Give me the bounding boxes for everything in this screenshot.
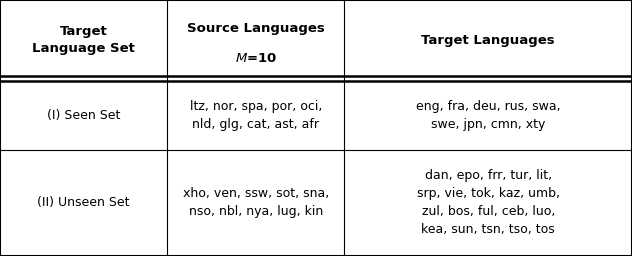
Text: (I) Seen Set: (I) Seen Set: [47, 109, 121, 122]
Text: eng, fra, deu, rus, swa,
swe, jpn, cmn, xty: eng, fra, deu, rus, swa, swe, jpn, cmn, …: [416, 100, 561, 131]
Text: dan, epo, frr, tur, lit,
srp, vie, tok, kaz, umb,
zul, bos, ful, ceb, luo,
kea, : dan, epo, frr, tur, lit, srp, vie, tok, …: [416, 169, 560, 236]
Text: xho, ven, ssw, sot, sna,
nso, nbl, nya, lug, kin: xho, ven, ssw, sot, sna, nso, nbl, nya, …: [183, 187, 329, 218]
Text: (II) Unseen Set: (II) Unseen Set: [37, 196, 130, 209]
Text: $M$=10: $M$=10: [234, 52, 277, 65]
Text: Target
Language Set: Target Language Set: [32, 25, 135, 55]
Text: ltz, nor, spa, por, oci,
nld, glg, cat, ast, afr: ltz, nor, spa, por, oci, nld, glg, cat, …: [190, 100, 322, 131]
Text: Source Languages: Source Languages: [187, 22, 325, 35]
Text: Target Languages: Target Languages: [422, 34, 555, 47]
